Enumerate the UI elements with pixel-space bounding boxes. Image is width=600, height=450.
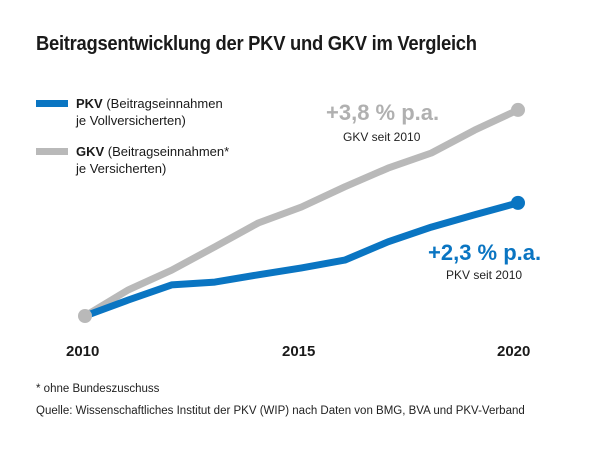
pkv-rate-annotation: +2,3 % p.a.	[428, 240, 542, 265]
legend-label-rest: (Beitragseinnahmen	[102, 96, 223, 111]
legend-label-rest: (Beitragseinnahmen*	[104, 144, 230, 159]
legend-label: PKV	[76, 96, 103, 111]
chart-title: Beitragsentwicklung der PKV und GKV im V…	[36, 33, 477, 55]
legend-label: GKV	[76, 144, 105, 159]
gkv-note: GKV seit 2010	[343, 130, 421, 144]
footnote: * ohne Bundeszuschuss	[36, 383, 160, 395]
legend-swatch-gkv	[36, 148, 68, 155]
legend-label-line2: je Vollversicherten)	[76, 113, 186, 128]
start-point	[78, 309, 92, 323]
end-point-gkv	[511, 102, 525, 117]
x-tick-label: 2010	[66, 343, 100, 360]
x-tick-label: 2020	[497, 343, 531, 360]
gkv-rate-annotation: +3,8 % p.a.	[326, 100, 440, 125]
series-line-gkv	[83, 106, 520, 319]
legend-swatch-pkv	[36, 100, 68, 107]
pkv-note: PKV seit 2010	[446, 268, 523, 282]
source: Quelle: Wissenschaftliches Institut der …	[36, 405, 525, 417]
series-line-pkv	[83, 199, 519, 320]
end-point-pkv	[511, 195, 525, 210]
legend-label-line2: je Versicherten)	[76, 161, 167, 176]
x-tick-label: 2015	[282, 343, 316, 360]
